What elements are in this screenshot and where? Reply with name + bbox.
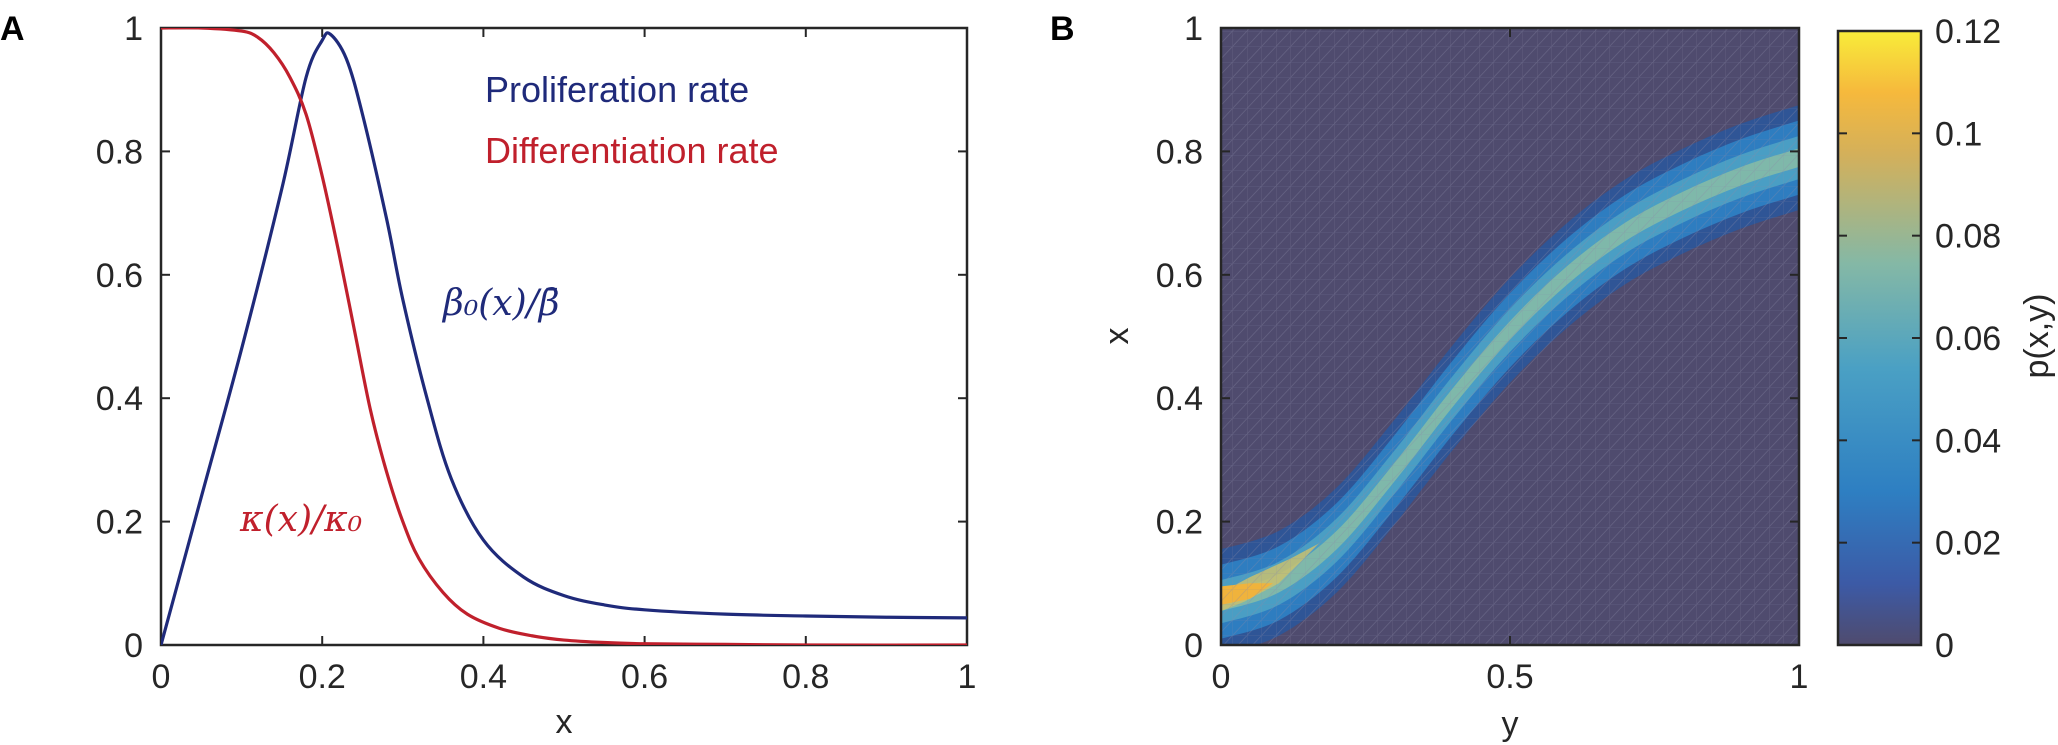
colorbar: [1836, 29, 1923, 647]
chart-a-xtick-label: 0.8: [782, 658, 829, 696]
chart-b-ytick-label: 1: [1184, 10, 1203, 48]
panel-label-a: A: [0, 10, 25, 48]
chart-a-ytick-label: 0: [124, 627, 143, 665]
chart-b-ytick-label: 0.8: [1156, 133, 1203, 171]
chart-a-xtick-label: 0.4: [460, 658, 507, 696]
panel-label-b: B: [1050, 10, 1075, 48]
colorbar-tick-label: 0.04: [1935, 422, 2001, 460]
chart-b-ytick-label: 0.6: [1156, 257, 1203, 295]
proliferation-rate-line: [161, 31, 967, 645]
chart-a-xtick-label: 0: [152, 658, 171, 696]
legend-differentiation-rate: Differentiation rate: [485, 130, 779, 171]
colorbar-tick-label: 0.1: [1935, 115, 1982, 153]
colorbar-tick-label: 0.12: [1935, 13, 2001, 51]
chart-a-xtick-label: 0.6: [621, 658, 668, 696]
colorbar-tick-label: 0: [1935, 627, 1954, 665]
annotation-beta: β₀(x)/β̄: [441, 283, 560, 324]
chart-a-ticks: 0 0.2 0.4 0.6 0.8 1 0 0.2 0.4 0.6 0.8 1: [96, 10, 977, 696]
chart-b-ticks: 0 0.5 1 0 0.2 0.4 0.6 0.8 1: [1156, 10, 1809, 696]
chart-a-ytick-label: 1: [124, 10, 143, 48]
chart-b-ytick-label: 0: [1184, 627, 1203, 665]
colorbar-tick-label: 0.06: [1935, 320, 2001, 358]
chart-a-ytick-label: 0.8: [96, 133, 143, 171]
heatmap-mesh: [1221, 28, 1799, 645]
colorbar-label: p(x,y): [2018, 294, 2056, 379]
colorbar-tick-label: 0.02: [1935, 525, 2001, 563]
colorbar-ticks: 0 0.02 0.04 0.06 0.08 0.1 0.12: [1838, 13, 2001, 665]
chart-a-xlabel: x: [556, 703, 573, 741]
chart-b-xlabel: y: [1502, 705, 1519, 743]
legend-proliferation-rate: Proliferation rate: [485, 69, 749, 110]
chart-b-xtick-label: 0.5: [1486, 658, 1533, 696]
chart-b-xtick-label: 0: [1212, 658, 1231, 696]
differentiation-rate-line: [161, 28, 967, 645]
chart-b: 0 0.5 1 0 0.2 0.4 0.6 0.8 1 y x 0 0.02 0.04 0.06 0.0…: [1098, 10, 2056, 743]
chart-a: 0 0.2 0.4 0.6 0.8 1 0 0.2 0.4 0.6 0.8 1 Proliferati…: [96, 10, 977, 741]
chart-b-ylabel: x: [1098, 328, 1136, 345]
chart-b-ytick-label: 0.4: [1156, 380, 1203, 418]
chart-a-xtick-label: 0.2: [299, 658, 346, 696]
annotation-kappa: κ(x)/κ₀: [239, 499, 362, 540]
chart-b-ytick-label: 0.2: [1156, 504, 1203, 542]
chart-a-plot-area: [159, 26, 969, 647]
chart-a-xtick-label: 1: [958, 658, 977, 696]
chart-a-ytick-label: 0.4: [96, 380, 143, 418]
colorbar-tick-label: 0.08: [1935, 218, 2001, 256]
chart-a-ytick-label: 0.2: [96, 504, 143, 542]
chart-a-ytick-label: 0.6: [96, 257, 143, 295]
chart-b-xtick-label: 1: [1790, 658, 1809, 696]
